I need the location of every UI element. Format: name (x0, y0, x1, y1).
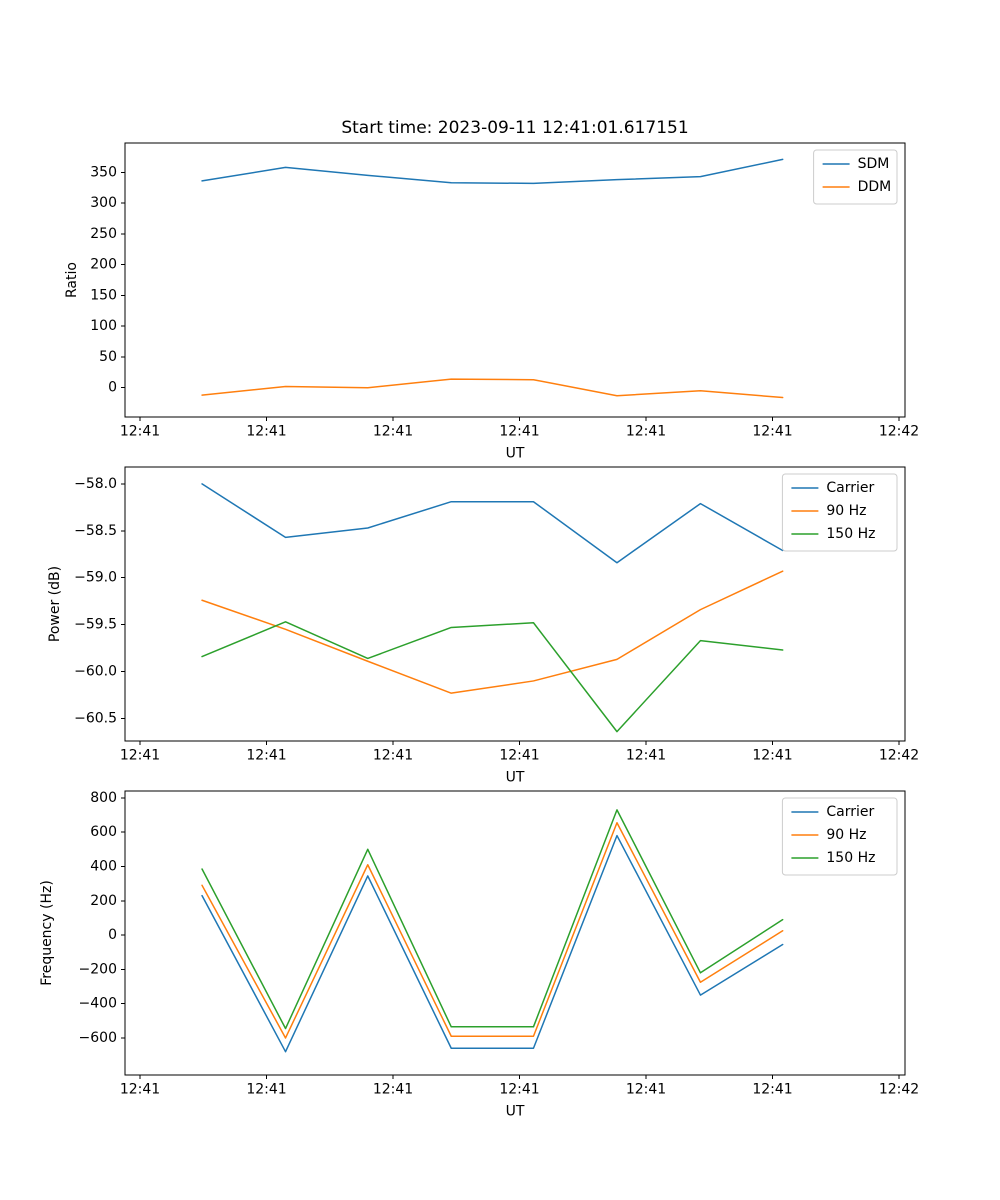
y-tick-label: 0 (108, 380, 117, 396)
axes-frame (124, 142, 906, 418)
y-tick-label: −58.5 (74, 523, 117, 539)
carrier-legend-label: Carrier (826, 804, 874, 820)
legend: Carrier 90 Hz 150 Hz (781, 473, 898, 552)
x-axis-label: UT (506, 446, 525, 462)
y-tick-label: −59.0 (74, 570, 117, 586)
ratio-subplot: 12:41 12:41 12:41 12:41 12:41 12:41 12:42 0 50 10… (64, 142, 919, 462)
y-tick-label: 0 (108, 927, 117, 943)
x-axis-label: UT (506, 1104, 525, 1120)
150-hz-legend-label: 150 Hz (826, 850, 875, 866)
y-axis-label: Ratio (64, 262, 80, 298)
x-tick-label: 12:41 (373, 748, 413, 764)
axes-frame (124, 790, 906, 1076)
y-tick-label: −400 (79, 996, 117, 1012)
90-hz-line (201, 570, 784, 694)
x-tick-label: 12:41 (120, 424, 160, 440)
x-tick-label: 12:42 (879, 1082, 919, 1098)
y-tick-label: −600 (79, 1030, 117, 1046)
y-tick-label: 150 (90, 287, 117, 303)
legend-box (781, 797, 898, 876)
y-tick-label: 50 (99, 349, 117, 365)
150-hz-line (201, 621, 784, 733)
legend: Carrier 90 Hz 150 Hz (781, 797, 898, 876)
sdm-line (201, 158, 784, 185)
ddm-line (201, 378, 784, 399)
x-tick-label: 12:41 (246, 424, 286, 440)
frequency-subplot: 12:41 12:41 12:41 12:41 12:41 12:41 12:42 −600 −… (39, 790, 919, 1120)
y-tick-label: −200 (79, 961, 117, 977)
150-hz-legend-label: 150 Hz (826, 526, 875, 542)
y-tick-label: 250 (90, 226, 117, 242)
sdm-legend-label: SDM (858, 156, 890, 172)
y-tick-label: 100 (90, 318, 117, 334)
x-tick-label: 12:41 (120, 1082, 160, 1098)
x-tick-label: 12:41 (626, 424, 666, 440)
150-hz-line (201, 809, 784, 1030)
carrier-line (201, 483, 784, 564)
power-subplot: 12:41 12:41 12:41 12:41 12:41 12:41 12:42 −60.5… (47, 466, 919, 786)
x-tick-label: 12:41 (246, 748, 286, 764)
x-tick-label: 12:42 (879, 424, 919, 440)
x-tick-label: 12:41 (246, 1082, 286, 1098)
90-hz-legend-label: 90 Hz (826, 503, 866, 519)
ddm-legend-label: DDM (858, 179, 892, 195)
x-tick-label: 12:41 (752, 748, 792, 764)
y-tick-label: −60.0 (74, 664, 117, 680)
x-tick-label: 12:41 (626, 748, 666, 764)
x-tick-label: 12:41 (120, 748, 160, 764)
y-axis-label: Frequency (Hz) (39, 880, 55, 986)
legend-box (781, 473, 898, 552)
x-tick-label: 12:41 (752, 1082, 792, 1098)
x-tick-label: 12:41 (373, 1082, 413, 1098)
figure-title: Start time: 2023-09-11 12:41:01.617151 (341, 118, 689, 138)
y-tick-label: 600 (90, 824, 117, 840)
carrier-legend-label: Carrier (826, 480, 874, 496)
x-tick-label: 12:41 (752, 424, 792, 440)
y-tick-label: 800 (90, 790, 117, 806)
90-hz-line (201, 821, 784, 1039)
90-hz-legend-label: 90 Hz (826, 827, 866, 843)
y-tick-label: 200 (90, 893, 117, 909)
x-axis-label: UT (506, 770, 525, 786)
y-tick-label: 350 (90, 164, 117, 180)
x-tick-label: 12:41 (499, 748, 539, 764)
x-tick-label: 12:42 (879, 748, 919, 764)
x-tick-label: 12:41 (626, 1082, 666, 1098)
x-tick-label: 12:41 (373, 424, 413, 440)
y-tick-label: −60.5 (74, 710, 117, 726)
y-axis-label: Power (dB) (47, 566, 63, 642)
carrier-line (201, 834, 784, 1053)
y-tick-label: 400 (90, 858, 117, 874)
y-tick-label: 300 (90, 195, 117, 211)
x-tick-label: 12:41 (499, 1082, 539, 1098)
y-tick-label: −59.5 (74, 617, 117, 633)
y-tick-label: 200 (90, 257, 117, 273)
legend: SDM DDM (813, 149, 898, 205)
x-tick-label: 12:41 (499, 424, 539, 440)
y-tick-label: −58.0 (74, 476, 117, 492)
axes-frame (124, 466, 906, 742)
